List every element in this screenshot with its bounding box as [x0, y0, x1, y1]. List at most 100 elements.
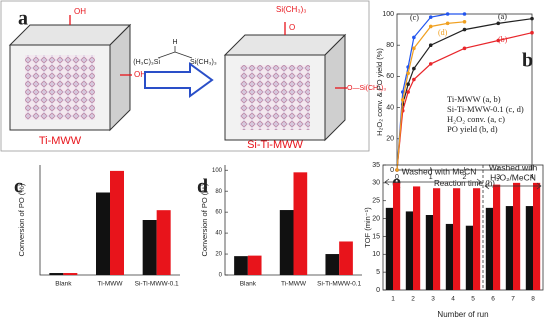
y-tick-label: 60	[215, 210, 222, 216]
bar	[493, 184, 501, 290]
y-tick-label: 20	[386, 136, 394, 143]
bar	[473, 188, 481, 290]
panel-a: a OH OH H (H₃C)₃Si Si(CH₃)₃ O Si(CH₃)₃ O…	[0, 0, 386, 152]
bar	[325, 254, 340, 275]
y-tick-label: 100	[382, 11, 394, 18]
group-label: O	[289, 23, 295, 32]
y-tick-label: 5	[376, 269, 380, 276]
panel-label: a	[18, 8, 28, 30]
panel-label: b	[522, 50, 533, 72]
bracket-arrow	[484, 182, 542, 190]
x-axis-label: Reaction time (h)	[434, 179, 495, 188]
y-tick-label: 80	[386, 42, 394, 49]
data-point	[406, 90, 410, 94]
y-axis-label: Conversion of PO (%)	[17, 183, 26, 256]
bar	[393, 182, 401, 290]
y-tick-label: 0	[376, 287, 380, 294]
data-point	[428, 15, 433, 19]
annotation: Washed with	[489, 162, 538, 172]
series-label: (c)	[410, 13, 419, 22]
data-point	[462, 46, 467, 51]
reagent-h: H	[172, 39, 177, 46]
plot-frame	[382, 164, 544, 291]
series-label: (b)	[498, 35, 508, 44]
caption: Si-Ti-MWW	[247, 139, 303, 151]
data-point	[462, 20, 467, 24]
bar	[433, 188, 441, 290]
y-tick-label: 0	[390, 167, 394, 174]
data-point	[445, 21, 450, 26]
x-tick-label: 5	[471, 296, 475, 303]
bar	[425, 215, 433, 290]
axis-lines	[39, 165, 180, 276]
y-tick-label: 60	[386, 73, 394, 80]
bar	[445, 223, 453, 290]
data-point	[428, 43, 433, 47]
data-point	[462, 27, 467, 32]
legend-text: H₂O₂ conv. (a, c)	[447, 114, 505, 124]
data-point	[530, 16, 534, 21]
data-point	[530, 30, 534, 35]
x-tick-label: 4	[451, 296, 455, 303]
y-tick-label: 30	[372, 180, 380, 187]
bar	[234, 256, 248, 275]
panel-label: c	[14, 176, 23, 198]
bar	[279, 210, 294, 275]
x-tick-label: 8	[531, 296, 535, 303]
bar	[110, 170, 124, 275]
group-label: OH	[74, 7, 86, 16]
y-tick-label: 100	[212, 168, 223, 174]
legend-text: Si-Ti-MWW-0.1 (c, d)	[447, 104, 524, 114]
data-point	[412, 66, 416, 71]
x-tick-label: 7	[511, 296, 515, 303]
y-tick-label: 25	[372, 198, 380, 205]
x-tick-label: Ti-MWW	[281, 281, 307, 288]
bracket-arrow	[384, 178, 482, 186]
data-point	[412, 77, 416, 82]
y-tick-label: 10	[372, 251, 380, 258]
bar	[533, 182, 541, 290]
annotation: Washed with MeCN	[402, 166, 477, 176]
x-axis-label: Number of run	[437, 310, 488, 319]
bar	[513, 182, 521, 290]
y-tick-label: 15	[372, 233, 380, 240]
data-point	[428, 24, 433, 29]
series-label: (d)	[438, 28, 448, 37]
data-point	[428, 62, 433, 66]
data-point	[462, 12, 467, 16]
bar	[485, 207, 493, 290]
x-tick-label: 2	[411, 296, 415, 303]
data-point	[445, 12, 450, 16]
y-axis-label: H₂O₂ conv. & PO yield (%)	[375, 48, 384, 136]
x-tick-label: Si-Ti-MWW-0.1	[317, 281, 361, 288]
data-point	[412, 46, 416, 51]
bar	[339, 241, 353, 275]
data-point	[496, 21, 501, 26]
data-point	[412, 35, 416, 40]
y-tick-label: 0	[219, 273, 223, 279]
group-label: OH	[134, 70, 146, 79]
caption: Ti-MWW	[39, 135, 82, 147]
data-point	[406, 82, 410, 86]
cube-left	[8, 23, 132, 132]
data-point	[406, 71, 410, 76]
group-label: Si(CH₃)₃	[276, 5, 307, 14]
bar	[525, 206, 533, 290]
panel-label: e	[392, 172, 401, 194]
group-label: O—Si(CH₃)₃	[347, 85, 386, 92]
x-tick-label: Ti-MWW	[97, 281, 123, 288]
arrow	[144, 62, 214, 98]
x-tick-label: 0	[395, 174, 399, 181]
bar	[465, 225, 473, 290]
bar	[405, 211, 413, 290]
data-point	[400, 98, 405, 102]
x-tick-label: 3	[496, 174, 500, 181]
x-tick-label: Blank	[55, 281, 72, 288]
y-tick-label: 20	[372, 215, 380, 222]
bar	[247, 255, 262, 275]
x-tick-label: 1	[429, 174, 433, 181]
x-tick-label: 3	[431, 296, 435, 303]
y-tick-label: 20	[215, 252, 222, 258]
bar	[63, 273, 78, 275]
annotation: H₂O₂/MeCN	[490, 172, 536, 182]
